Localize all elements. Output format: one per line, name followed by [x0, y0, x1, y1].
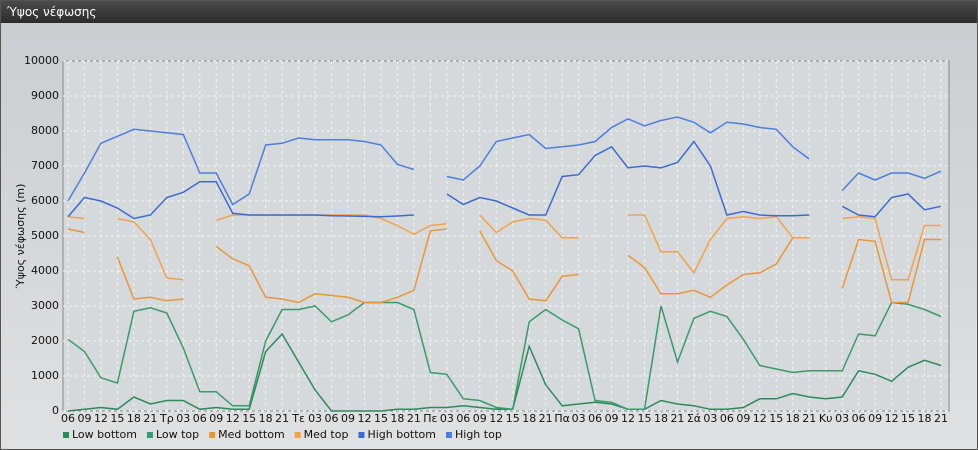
x-tick-label: 18 [654, 412, 668, 425]
x-tick-label: 09 [77, 412, 91, 425]
x-tick-label: 12 [226, 412, 240, 425]
x-tick-label: 15 [242, 412, 256, 425]
x-tick-label: 06 [852, 412, 866, 425]
x-tick-label: Πε [423, 412, 437, 425]
x-tick-label: 12 [621, 412, 635, 425]
x-tick-label: 12 [753, 412, 767, 425]
x-tick-label: 18 [786, 412, 800, 425]
x-tick-label: 15 [110, 412, 124, 425]
x-tick-label: 12 [94, 412, 108, 425]
x-tick-label: 18 [390, 412, 404, 425]
x-tick-label: 18 [127, 412, 141, 425]
y-tick-label: 2000 [31, 334, 59, 347]
x-tick-label: 09 [209, 412, 223, 425]
x-tick-label: 06 [588, 412, 602, 425]
x-tick-label: Κυ [819, 412, 833, 425]
x-tick-label: 12 [489, 412, 503, 425]
x-tick-label: 15 [769, 412, 783, 425]
x-tick-label: 09 [341, 412, 355, 425]
y-tick-label: 1000 [31, 369, 59, 382]
series-line [67, 228, 941, 304]
legend-swatch [446, 432, 452, 438]
legend-label: High bottom [367, 428, 436, 441]
legend-label: High top [455, 428, 502, 441]
x-tick-label: 12 [885, 412, 899, 425]
x-tick-label: 21 [802, 412, 816, 425]
x-tick-label: Τε [291, 412, 305, 425]
chart: Ύψος νέφωσης (m) 0 1000 2000 3000 4000 5000 60… [14, 54, 950, 441]
x-tick-label: 09 [473, 412, 487, 425]
y-tick-label: 6000 [31, 194, 59, 207]
y-tick-label: 5000 [31, 229, 59, 242]
x-tick-label: 21 [670, 412, 684, 425]
x-tick-label: 15 [901, 412, 915, 425]
legend-swatch [63, 432, 69, 438]
series-line [67, 332, 942, 412]
x-tick-label: 21 [934, 412, 948, 425]
x-tick-label: 15 [506, 412, 520, 425]
x-tick-label: 03 [703, 412, 717, 425]
x-tick-label: Σά [687, 412, 701, 425]
x-tick-label: Πα [554, 412, 570, 425]
y-tick-label: 3000 [31, 299, 59, 312]
window-title: Ύψος νέφωσης [1, 1, 977, 23]
y-tick-label: 0 [52, 404, 59, 417]
legend-swatch [294, 432, 301, 438]
x-tick-label: 03 [572, 412, 586, 425]
x-tick-label: 18 [918, 412, 932, 425]
x-tick-label: 03 [835, 412, 849, 425]
x-tick-label: 18 [259, 412, 273, 425]
x-tick-label: 21 [407, 412, 421, 425]
x-tick-label: 18 [522, 412, 536, 425]
x-tick-label: 15 [374, 412, 388, 425]
x-tick-label: 06 [193, 412, 207, 425]
series-line [67, 301, 942, 411]
x-tick-label: 03 [176, 412, 190, 425]
x-tick-label: 06 [61, 412, 75, 425]
x-tick-label: 21 [275, 412, 289, 425]
legend-label: Med bottom [218, 428, 285, 441]
x-tick-label: 06 [720, 412, 734, 425]
y-tick-label: 9000 [31, 89, 59, 102]
series-line [67, 116, 942, 206]
y-axis-label: Ύψος νέφωσης (m) [14, 184, 27, 290]
legend-label: Med top [304, 428, 349, 441]
legend-swatch [358, 432, 365, 438]
x-tick-label: 06 [456, 412, 470, 425]
y-tick-label: 10000 [24, 54, 59, 67]
y-tick-label: 7000 [31, 159, 59, 172]
series-line [67, 140, 942, 220]
x-tick-label: 12 [357, 412, 371, 425]
x-tick-label: 06 [325, 412, 339, 425]
legend-swatch [146, 432, 153, 438]
x-tick-label: 03 [440, 412, 454, 425]
y-tick-label: 8000 [31, 124, 59, 137]
x-tick-label: 09 [868, 412, 882, 425]
legend-label: Low bottom [72, 428, 137, 441]
x-tick-label: 21 [143, 412, 157, 425]
x-tick-label: 15 [638, 412, 652, 425]
x-tick-label: 03 [308, 412, 322, 425]
x-tick-label: Τρ [159, 412, 174, 425]
x-tick-label: 09 [736, 412, 750, 425]
legend-label: Low top [156, 428, 199, 441]
y-tick-label: 4000 [31, 264, 59, 277]
x-tick-label: 09 [605, 412, 619, 425]
x-tick-label: 21 [539, 412, 553, 425]
legend-swatch [209, 432, 216, 438]
